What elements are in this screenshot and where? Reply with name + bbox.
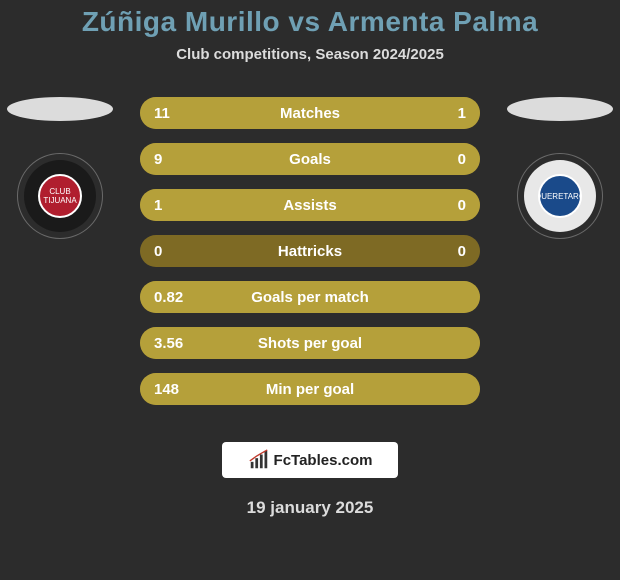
pedestal-left — [7, 97, 113, 121]
badge-core-right: QUERETARO — [538, 174, 582, 218]
stat-row: 0.82Goals per match — [140, 281, 480, 313]
team-badge-right: QUERETARO — [517, 153, 603, 239]
stat-label: Min per goal — [140, 381, 480, 398]
stat-row: 3.56Shots per goal — [140, 327, 480, 359]
footer-date: 19 january 2025 — [0, 498, 620, 518]
stat-row: 10Assists — [140, 189, 480, 221]
stat-row: 90Goals — [140, 143, 480, 175]
badge-core-left: CLUB TIJUANA — [38, 174, 82, 218]
stat-label: Matches — [140, 105, 480, 122]
page-subtitle: Club competitions, Season 2024/2025 — [0, 46, 620, 63]
footer-logo-text: FcTables.com — [274, 452, 373, 469]
stat-bars: 111Matches 90Goals 10Assists 00Hattricks 0.8… — [140, 97, 480, 419]
stat-row: 148Min per goal — [140, 373, 480, 405]
footer-logo: FcTables.com — [222, 442, 398, 478]
team-badge-left: CLUB TIJUANA — [17, 153, 103, 239]
badge-right-text: QUERETARO — [538, 192, 582, 201]
stat-label: Hattricks — [140, 243, 480, 260]
stat-row: 111Matches — [140, 97, 480, 129]
pedestal-right — [507, 97, 613, 121]
page-title: Zúñiga Murillo vs Armenta Palma — [0, 0, 620, 38]
stat-label: Assists — [140, 197, 480, 214]
stat-label: Goals per match — [140, 289, 480, 306]
stat-label: Shots per goal — [140, 335, 480, 352]
stat-label: Goals — [140, 151, 480, 168]
chart-icon — [248, 449, 270, 471]
stat-row: 00Hattricks — [140, 235, 480, 267]
badge-left-text: CLUB TIJUANA — [40, 187, 80, 205]
